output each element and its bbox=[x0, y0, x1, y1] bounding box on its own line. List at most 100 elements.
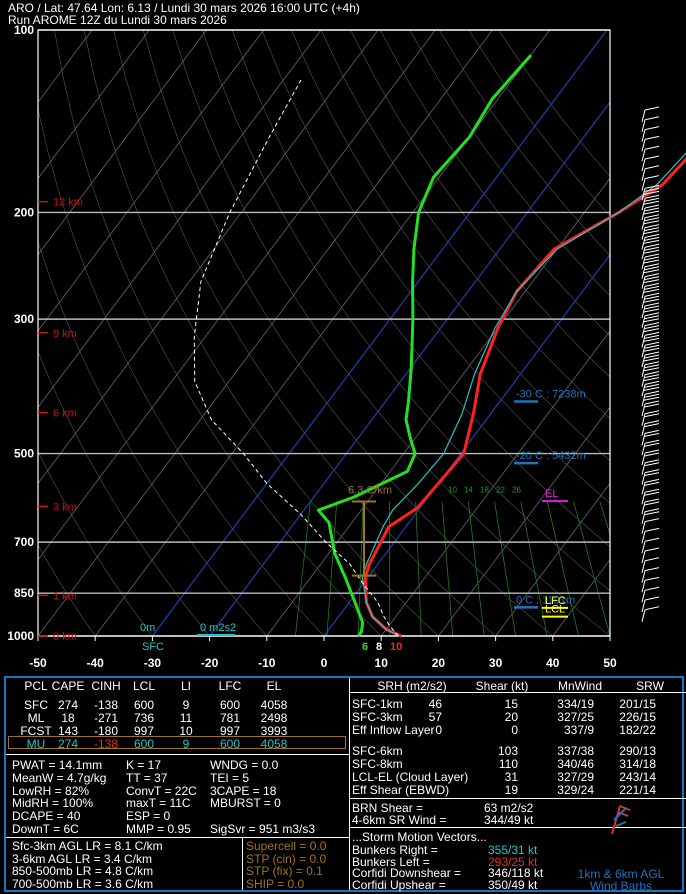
index-value: DownT = 6C bbox=[12, 822, 79, 836]
storm-vector-value: 293/25 kt bbox=[488, 854, 538, 869]
height-label: 1 km bbox=[53, 590, 77, 602]
wind-barb bbox=[641, 207, 646, 221]
isotherm bbox=[38, 30, 493, 636]
temp-tick-label: 30 bbox=[489, 656, 503, 670]
wind-barb bbox=[641, 158, 646, 172]
dry-adiabat bbox=[113, 30, 496, 636]
temp-tick-label: -20 bbox=[201, 656, 219, 670]
isotherm bbox=[266, 177, 610, 636]
parcel-cell: 274 bbox=[57, 698, 79, 712]
wind-barb bbox=[641, 452, 646, 466]
wind-barb-feather bbox=[644, 194, 660, 199]
isotherm bbox=[495, 482, 610, 636]
wind-barb-feather bbox=[644, 145, 660, 150]
wind-barb-feather bbox=[644, 380, 660, 385]
wind-barb-feather bbox=[643, 396, 660, 401]
wind-barb-feather bbox=[643, 328, 660, 333]
parcel-cell: 4058 bbox=[260, 698, 288, 712]
wind-barb bbox=[641, 462, 646, 475]
wind-barb bbox=[641, 374, 646, 387]
shear-cell: 110 bbox=[498, 757, 518, 771]
shear-cell: 337/38 bbox=[557, 744, 594, 758]
parcel-cell: ML bbox=[27, 711, 45, 725]
parcel-header: CINH bbox=[91, 679, 121, 693]
wind-barb bbox=[641, 129, 646, 142]
shear-cell: 201/15 bbox=[619, 697, 656, 711]
dry-adiabat bbox=[439, 30, 610, 257]
parcel-cell: -271 bbox=[93, 711, 119, 725]
wind-barb-feather bbox=[644, 341, 660, 346]
wind-barb-feather bbox=[644, 344, 660, 349]
isotherm bbox=[38, 30, 436, 561]
shear-header: SRW bbox=[636, 679, 664, 693]
parcel-cell: -138 bbox=[93, 737, 119, 751]
wind-barb-feather bbox=[644, 501, 660, 506]
shear-cell: 221/14 bbox=[619, 783, 656, 797]
wind-barb-feather bbox=[644, 423, 660, 428]
storm-vector-value: 346/118 kt bbox=[488, 866, 544, 880]
level-label: LFC bbox=[545, 595, 566, 607]
parcel-cell: 18 bbox=[61, 711, 75, 725]
isotherm bbox=[438, 406, 610, 636]
mixing-ratio-line bbox=[546, 501, 579, 636]
sounding-profile bbox=[316, 54, 533, 637]
wind-barb-feather bbox=[644, 197, 660, 202]
dry-adiabat bbox=[261, 30, 610, 504]
wind-barb-feather bbox=[644, 165, 660, 170]
index-value: PWAT = 14.1mm bbox=[12, 758, 103, 772]
wind-barb-feather bbox=[644, 334, 660, 339]
storm-barb-icon bbox=[611, 805, 631, 835]
wind-barb-feather bbox=[644, 207, 660, 212]
temp-tick-label: 50 bbox=[603, 656, 617, 670]
wind-barb-feather bbox=[643, 308, 660, 313]
panel-divider-lapse bbox=[6, 837, 349, 838]
parcel-cell: 9 bbox=[182, 698, 190, 712]
wind-barb bbox=[641, 296, 646, 309]
pressure-tick-label: 300 bbox=[14, 312, 34, 326]
wind-barb bbox=[641, 139, 646, 152]
wind-barb-feather bbox=[644, 576, 660, 581]
dry-adiabat bbox=[379, 30, 610, 337]
isotherm bbox=[94, 30, 551, 636]
wind-barb bbox=[641, 109, 646, 123]
parcel-cell: 11 bbox=[179, 711, 193, 725]
parcel-cell: 10 bbox=[179, 724, 193, 738]
wind-barb-feather bbox=[644, 295, 660, 300]
wind-barb-feather bbox=[644, 586, 660, 591]
wind-barb bbox=[641, 237, 646, 250]
wind-barb-feather bbox=[644, 481, 660, 486]
wind-barb-feather bbox=[644, 233, 660, 238]
wind-barb-feather bbox=[644, 442, 660, 447]
wind-barb bbox=[641, 188, 646, 201]
wind-barb-feather bbox=[643, 298, 660, 303]
parcel-cell: 997 bbox=[133, 724, 155, 738]
lapse-rate-value: 3-6km AGL LR = 3.4 C/km bbox=[12, 851, 152, 866]
parcel-cell: 2498 bbox=[260, 711, 288, 725]
sr-wind-value: 344/49 kt bbox=[484, 813, 534, 827]
surface-temp-label: 10 bbox=[390, 641, 402, 653]
wind-barb bbox=[641, 227, 646, 240]
wind-barb-feather bbox=[644, 547, 660, 552]
dry-adiabat bbox=[172, 30, 610, 636]
panel-divider-brn bbox=[350, 798, 686, 799]
wind-barb-feather bbox=[644, 403, 660, 408]
wind-barb bbox=[641, 590, 646, 603]
wind-barb bbox=[641, 550, 646, 564]
stats-panel: PCL CAPE CINH LCL LI LFC EL SFC 274 -138 600 9 600 40… bbox=[4, 676, 686, 893]
lapse-rate-label: 6.3 C/km bbox=[348, 485, 392, 497]
wind-barb bbox=[641, 580, 646, 593]
barb-note: 1km & 6km AGL bbox=[577, 867, 665, 881]
shear-cell: 226/15 bbox=[619, 710, 656, 724]
sounding-profile bbox=[193, 77, 399, 637]
lapse-rate-value: Sfc-3km AGL LR = 8.1 C/km bbox=[12, 839, 163, 853]
index-value: maxT = 11C bbox=[126, 796, 191, 811]
mixing-ratio-line bbox=[441, 501, 454, 636]
storm-vector-label: Bunkers Left = bbox=[352, 854, 430, 869]
shear-cell: 19 bbox=[504, 783, 518, 797]
wind-barb-feather bbox=[644, 135, 660, 140]
isotherm bbox=[609, 635, 610, 636]
isotherm-highlight bbox=[151, 30, 608, 636]
composite-value: STP (cin) = 0.0 bbox=[246, 851, 327, 866]
wind-barb-feather bbox=[644, 459, 660, 464]
wind-barb-feather bbox=[644, 364, 660, 369]
